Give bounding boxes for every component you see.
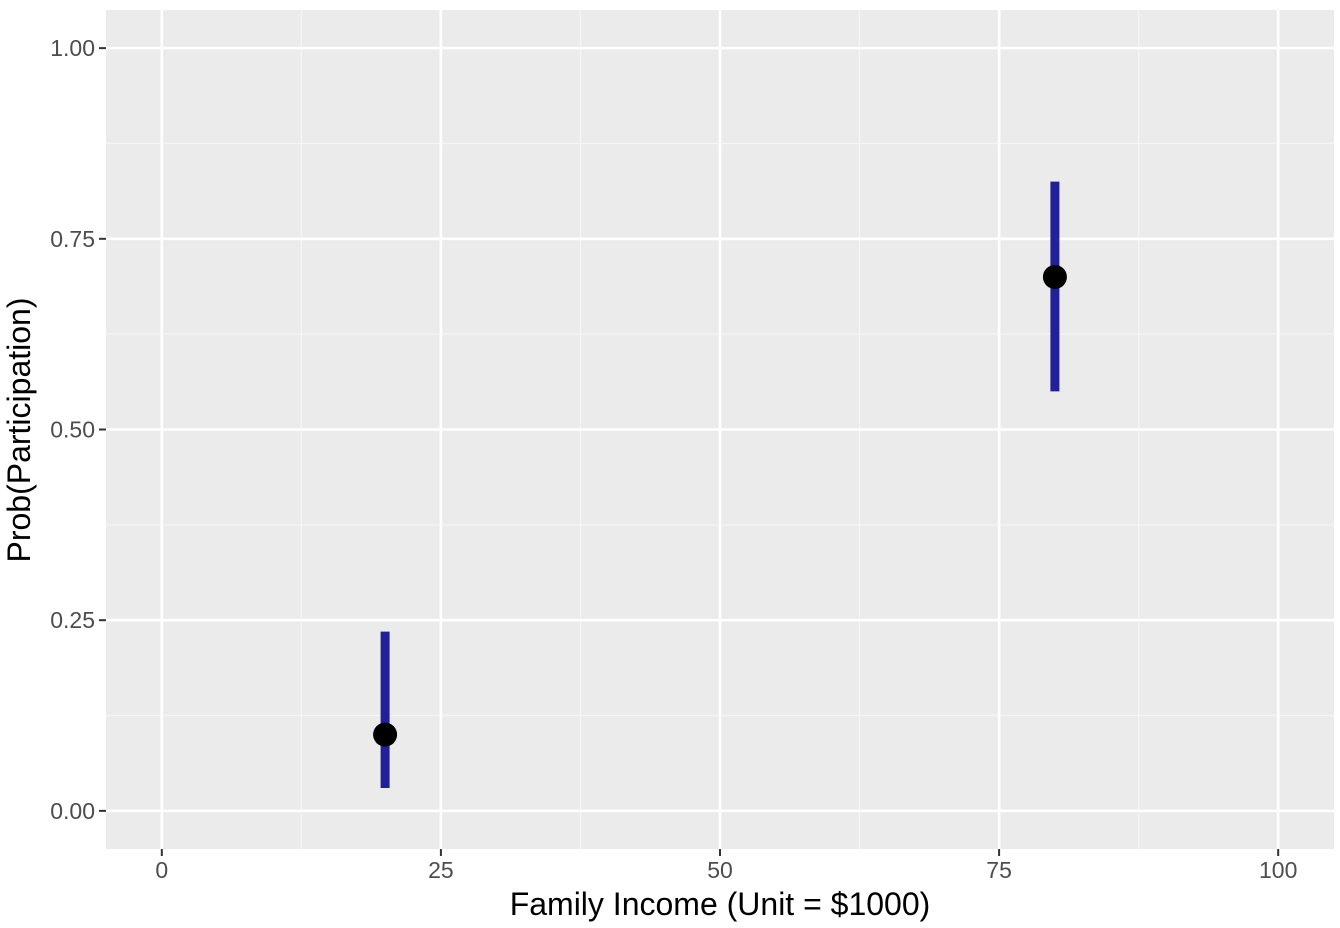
x-axis-title: Family Income (Unit = $1000) [510, 886, 931, 922]
y-tick-label: 0.50 [50, 417, 95, 443]
y-axis: 0.00 0.25 0.50 0.75 1.00 [50, 35, 106, 824]
y-axis-title: Prob(Participation) [1, 298, 37, 563]
y-tick-label: 0.25 [50, 607, 95, 633]
x-tick-label: 75 [986, 857, 1012, 883]
data-point [373, 722, 398, 747]
data-marks [373, 181, 1067, 788]
y-tick-label: 0.00 [50, 798, 95, 824]
x-tick-label: 25 [428, 857, 454, 883]
data-point [1042, 264, 1067, 289]
x-tick-label: 100 [1259, 857, 1297, 883]
x-axis: 0 25 50 75 100 [155, 849, 1297, 883]
x-tick-label: 50 [707, 857, 733, 883]
major-gridlines [106, 10, 1334, 849]
x-tick-label: 0 [155, 857, 168, 883]
y-tick-label: 1.00 [50, 35, 95, 61]
y-tick-label: 0.75 [50, 226, 95, 252]
